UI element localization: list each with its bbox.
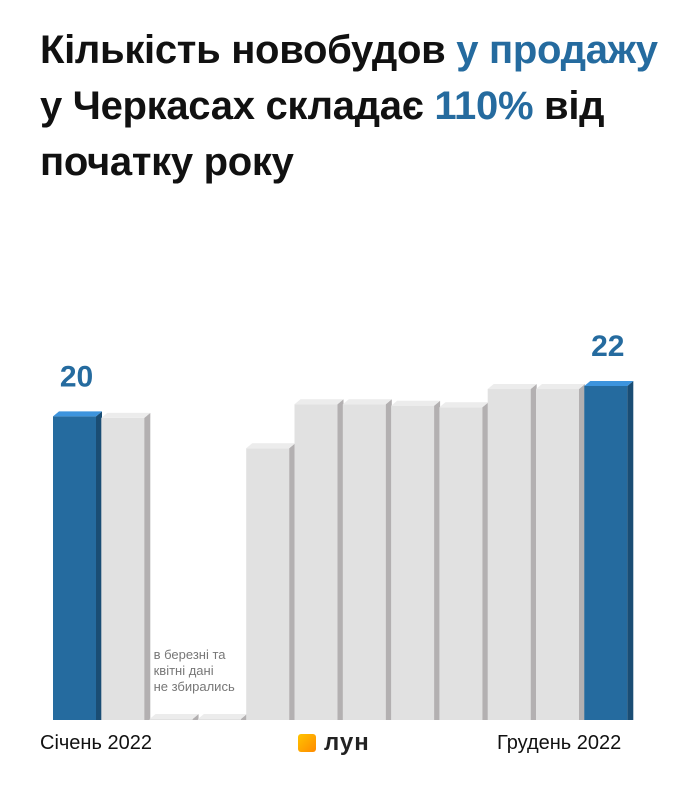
bar-front [342,404,386,720]
title-part-1: Кількість новобудов [40,28,457,72]
bar-front [197,719,241,720]
annotation-line: в березні та [154,647,227,662]
bar-series [53,381,634,720]
lun-logo-icon [298,734,316,752]
bar [53,411,102,720]
bar-side [579,384,585,720]
bar-side [627,381,634,720]
bar-front [294,404,338,720]
x-axis-end-label: Грудень 2022 [497,732,622,754]
lun-logo-text: лун [324,729,370,756]
bar-side [192,714,199,720]
bar-side [96,411,102,720]
title-highlight-in-sale: у продажу [456,28,658,72]
x-axis-start-label: Січень 2022 [40,732,152,754]
bar-top [197,714,247,719]
bar-side [530,384,537,720]
bar-front [101,417,145,720]
page-title: Кількість новобудов у продажу у Черкасах… [40,22,660,190]
bar-side [144,412,151,720]
missing-data-annotation: в березні та квітні дані не збирались [154,647,235,694]
title-part-3: у Черкасах складає [40,84,435,128]
bar-top [294,399,344,405]
bar [149,714,199,720]
data-labels: 2022 [60,330,625,393]
bar-top [487,384,537,390]
bar-top [149,714,199,719]
annotation-line: квітні дані [154,663,214,678]
bar [101,412,151,720]
bar [391,400,441,720]
bar-front [246,448,290,720]
bar-top [439,402,489,408]
bar-side [434,400,441,720]
title-part-5: від початку року [40,84,605,184]
bar-top [342,399,392,405]
bar-top [53,411,102,417]
bar-side [240,714,247,720]
annotation-line: не збирались [154,679,235,694]
bar-top [536,384,585,390]
title-highlight-percent: 110% [434,84,534,128]
data-label: 22 [591,330,624,363]
bar-front [536,389,579,720]
bar-front [584,386,628,720]
bar [197,714,247,720]
bar [342,399,392,720]
bar-front [487,389,531,720]
bar-front [391,405,435,720]
bar-side [337,399,344,720]
bar [294,399,344,720]
bar [536,384,585,720]
bar-side [385,399,392,720]
bar [584,381,634,720]
bar [487,384,537,720]
bar-side [482,402,489,720]
bar-top [584,381,634,386]
bar-top [101,412,151,418]
bar [439,402,489,720]
bar-front [439,407,483,720]
bar [246,443,296,720]
bar-side [289,443,296,720]
bar-top [391,400,441,406]
bar-front [53,416,96,720]
data-label: 20 [60,360,93,393]
bar-top [246,443,296,449]
bar-front [149,719,193,720]
lun-logo: лун [298,729,370,757]
